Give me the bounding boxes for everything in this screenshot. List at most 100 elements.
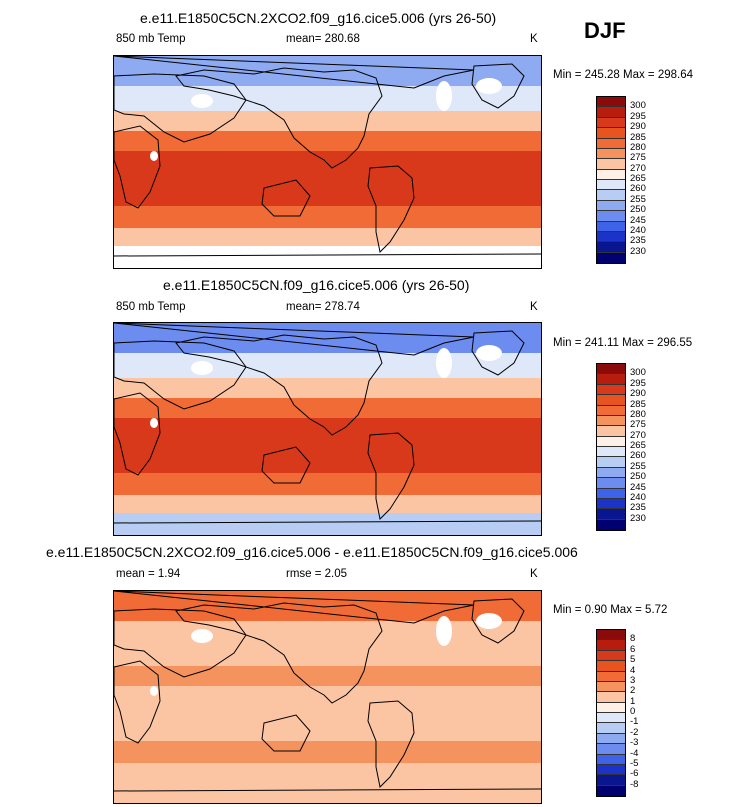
colorbar-label: 275	[630, 152, 646, 164]
ice-patch	[191, 94, 213, 108]
colorbar-label: 285	[630, 398, 646, 410]
temperature-band	[114, 495, 541, 513]
panel3-map	[113, 590, 542, 804]
panel2-mean-label: mean= 278.74	[286, 301, 360, 313]
temperature-band	[114, 513, 541, 535]
temperature-band	[114, 228, 541, 246]
panel2-units-label: K	[530, 301, 538, 313]
colorbar-box	[597, 252, 625, 263]
colorbar-box	[597, 190, 625, 201]
colorbar-label: -1	[630, 716, 639, 728]
colorbar-label: 280	[630, 141, 646, 153]
colorbar-label: 270	[630, 162, 646, 174]
colorbar-box	[597, 467, 625, 479]
colorbar-box	[597, 630, 625, 641]
colorbar-box	[597, 447, 625, 458]
colorbar-box	[597, 97, 625, 108]
temperature-band	[114, 646, 541, 666]
ice-patch	[476, 345, 502, 361]
temperature-band	[114, 323, 541, 353]
colorbar-label: 3	[630, 674, 636, 686]
colorbar-label: -6	[630, 768, 639, 780]
season-label: DJF	[584, 18, 626, 43]
colorbar-box	[597, 681, 625, 693]
colorbar-label: 6	[630, 643, 636, 655]
colorbar-box	[597, 478, 625, 489]
colorbar-label: -3	[630, 737, 639, 749]
temperature-band	[114, 151, 541, 206]
ice-patch	[476, 78, 502, 94]
ice-patch	[150, 686, 158, 696]
colorbar-box	[597, 764, 625, 776]
temperature-band	[114, 206, 541, 228]
panel1-mean-label: mean= 280.68	[286, 33, 360, 45]
coastline	[114, 125, 161, 209]
colorbar-box	[597, 211, 625, 222]
panel1-minmax-label: Min = 245.28 Max = 298.64	[553, 69, 694, 81]
temperature-band	[114, 378, 541, 398]
ice-patch	[191, 361, 213, 375]
temperature-band	[114, 763, 541, 781]
panel2-title: e.e11.E1850C5CN.f09_g16.cice5.006 (yrs 2…	[163, 277, 470, 293]
colorbar-box	[597, 231, 625, 243]
colorbar-box	[597, 138, 625, 149]
colorbar-label: 245	[630, 481, 646, 493]
ice-patch	[436, 348, 452, 378]
temperature-band	[114, 353, 541, 378]
colorbar-box	[597, 754, 625, 765]
colorbar-box	[597, 426, 625, 437]
colorbar-label: 5	[630, 654, 636, 666]
colorbar-box	[597, 395, 625, 406]
colorbar-label: -4	[630, 747, 639, 759]
colorbar-label: 270	[630, 429, 646, 441]
colorbar-label: 230	[630, 512, 646, 524]
temperature-band	[114, 591, 541, 621]
ice-patch	[191, 629, 213, 643]
coastline	[114, 340, 247, 410]
coastline	[114, 56, 475, 89]
temperature-band	[114, 398, 541, 418]
temperature-band	[114, 621, 541, 646]
coastline	[114, 660, 161, 744]
temperature-band	[114, 473, 541, 495]
temperature-band	[114, 418, 541, 473]
colorbar-box	[597, 148, 625, 160]
colorbar-label: 4	[630, 664, 636, 676]
colorbar-label: 250	[630, 471, 646, 483]
colorbar-box	[597, 128, 625, 139]
temperature-band	[114, 131, 541, 151]
coastline	[114, 788, 541, 792]
colorbar-box	[597, 640, 625, 651]
coastline	[114, 253, 541, 257]
temperature-band	[114, 666, 541, 686]
panel3-minmax-label: Min = 0.90 Max = 5.72	[553, 604, 668, 616]
coastline	[114, 392, 161, 476]
colorbar-box	[597, 415, 625, 427]
panel1-units-label: K	[530, 33, 538, 45]
panel1-map	[113, 55, 542, 269]
temperature-band	[114, 86, 541, 111]
panel2-minmax-label: Min = 241.11 Max = 296.55	[553, 337, 693, 349]
colorbar-label: 285	[630, 131, 646, 143]
temperature-band	[114, 781, 541, 803]
colorbar-box	[597, 509, 625, 520]
colorbar-box	[597, 702, 625, 713]
colorbar-label: 235	[630, 235, 646, 247]
panel2-variable-label: 850 mb Temp	[116, 301, 186, 313]
colorbar-label: -5	[630, 757, 639, 769]
colorbar-box	[597, 384, 625, 396]
panel1-title: e.e11.E1850C5CN.2XCO2.f09_g16.cice5.006 …	[140, 10, 497, 26]
coastline	[175, 334, 383, 436]
colorbar-label: 290	[630, 388, 646, 400]
panel2-map	[113, 322, 542, 536]
colorbar-box	[597, 671, 625, 682]
colorbar-box	[597, 200, 625, 212]
colorbar-box	[597, 159, 625, 170]
colorbar-label: 230	[630, 245, 646, 257]
colorbar-box	[597, 457, 625, 468]
coastline	[261, 446, 311, 484]
coastline	[471, 63, 525, 109]
temperature-band	[114, 246, 541, 268]
colorbar-box	[597, 436, 625, 447]
colorbar-label: 240	[630, 224, 646, 236]
